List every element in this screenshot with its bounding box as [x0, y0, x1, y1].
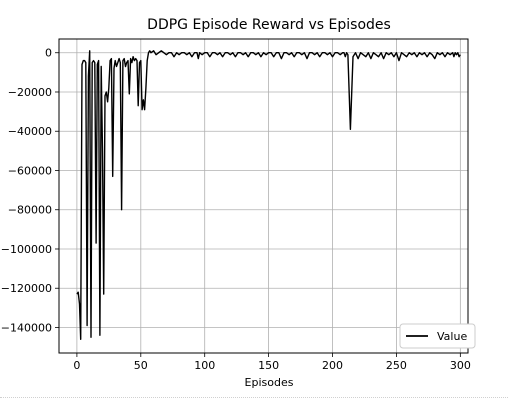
y-tick-label: 0: [45, 47, 52, 60]
legend-label: Value: [437, 330, 467, 343]
x-tick-label: 0: [73, 359, 80, 372]
y-tick-label: −40000: [8, 125, 52, 138]
x-tick-label: 250: [386, 359, 407, 372]
y-tick-label: −60000: [8, 164, 52, 177]
x-tick-label: 100: [194, 359, 215, 372]
y-axis-ticks: 0 −20000 −40000 −60000 −80000 −100000 −120000 −…: [1, 47, 59, 335]
y-tick-label: −140000: [1, 321, 52, 334]
y-tick-label: −100000: [1, 243, 52, 256]
chart-title: DDPG Episode Reward vs Episodes: [147, 17, 391, 33]
y-tick-label: −80000: [8, 204, 52, 217]
y-tick-label: −120000: [1, 282, 52, 295]
x-axis-ticks: 0 50 100 150 200 250 300: [73, 353, 470, 372]
x-tick-label: 300: [450, 359, 471, 372]
x-tick-label: 150: [258, 359, 279, 372]
x-tick-label: 50: [134, 359, 148, 372]
x-axis-label: Episodes: [245, 376, 294, 389]
x-tick-label: 200: [322, 359, 343, 372]
y-tick-label: −20000: [8, 86, 52, 99]
legend: Value: [400, 324, 475, 348]
